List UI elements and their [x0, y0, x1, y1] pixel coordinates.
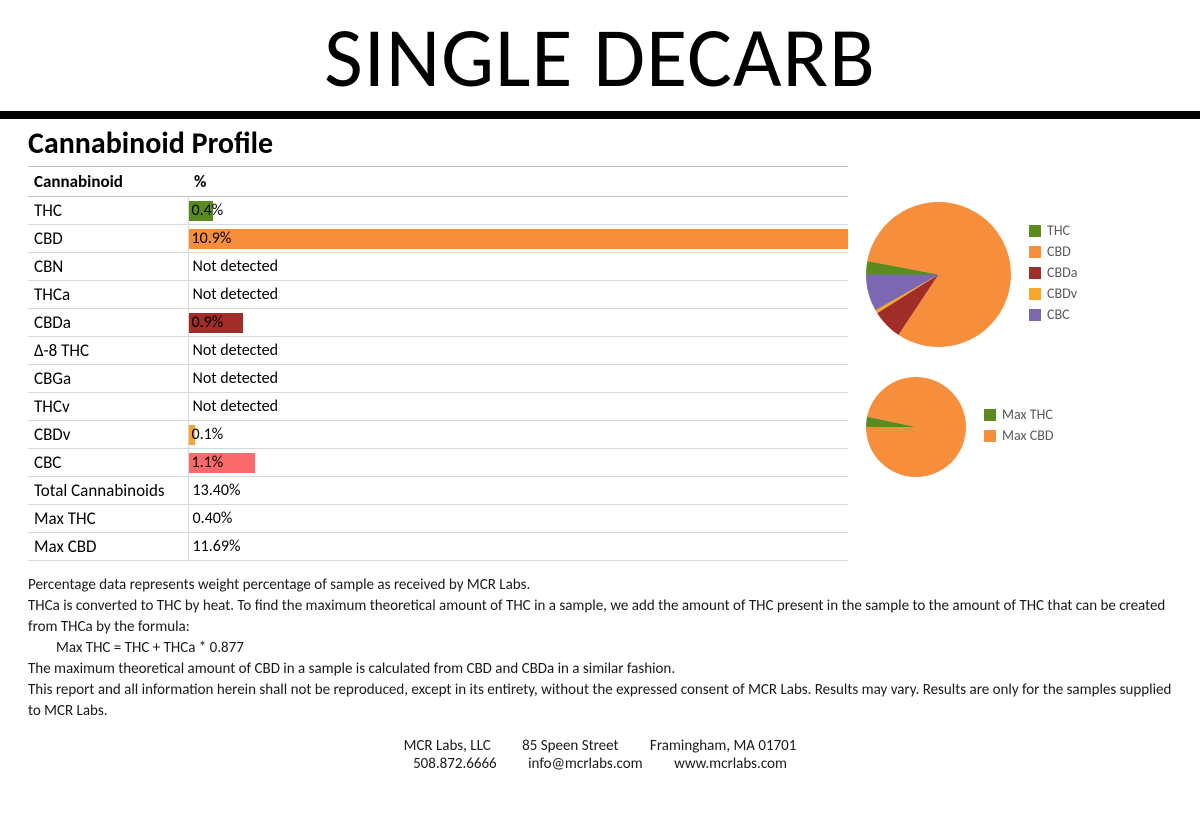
footer-email: info@mcrlabs.com — [528, 755, 643, 773]
legend-item: CBDv — [1029, 285, 1077, 302]
table-row: THCaNot detected — [28, 281, 848, 309]
footer-phone: 508.872.6666 — [413, 755, 497, 773]
note-line: Percentage data represents weight percen… — [28, 575, 1172, 595]
table-row: CBDv0.1% — [28, 421, 848, 449]
row-name: CBGa — [28, 365, 188, 393]
table-row: CBD10.9% — [28, 225, 848, 253]
legend-swatch-icon — [984, 430, 996, 442]
cannabinoid-table: Cannabinoid % THC0.4%CBD10.9%CBNNot dete… — [28, 166, 848, 561]
row-value: 0.4% — [188, 197, 848, 225]
col-percent: % — [188, 167, 848, 197]
legend-label: CBDa — [1047, 264, 1077, 281]
note-formula: Max THC = THC + THCa * 0.877 — [28, 638, 1172, 658]
legend-label: CBD — [1047, 243, 1071, 260]
footer-city: Framingham, MA 01701 — [650, 737, 796, 755]
legend-item: Max THC — [984, 406, 1053, 423]
legend-swatch-icon — [1029, 225, 1041, 237]
max-pie-block: Max THC Max CBD — [866, 377, 1172, 477]
legend-label: Max THC — [1002, 406, 1053, 423]
profile-pie-block: THC CBD CBDa CBDv CBC — [866, 202, 1172, 347]
note-line: THCa is converted to THC by heat. To fin… — [28, 596, 1172, 637]
row-value: 0.9% — [188, 309, 848, 337]
legend-swatch-icon — [1029, 288, 1041, 300]
legend-swatch-icon — [1029, 309, 1041, 321]
profile-pie-icon — [866, 202, 1011, 347]
footer-web: www.mcrlabs.com — [674, 755, 787, 773]
summary-row: Max CBD11.69% — [28, 533, 848, 561]
note-line: This report and all information herein s… — [28, 680, 1172, 721]
row-name: CBN — [28, 253, 188, 281]
legend-label: Max CBD — [1002, 427, 1053, 444]
footer-street: 85 Speen Street — [522, 737, 618, 755]
row-name: CBD — [28, 225, 188, 253]
legend-swatch-icon — [984, 409, 996, 421]
legend-item: THC — [1029, 222, 1077, 239]
table-row: THC0.4% — [28, 197, 848, 225]
row-value: 13.40% — [188, 477, 848, 505]
row-name: CBDa — [28, 309, 188, 337]
legend-swatch-icon — [1029, 246, 1041, 258]
legend-label: CBDv — [1047, 285, 1077, 302]
row-name: THC — [28, 197, 188, 225]
table-row: Δ-8 THCNot detected — [28, 337, 848, 365]
table-row: CBDa0.9% — [28, 309, 848, 337]
legend-item: CBC — [1029, 306, 1077, 323]
legend-swatch-icon — [1029, 267, 1041, 279]
col-cannabinoid: Cannabinoid — [28, 167, 188, 197]
row-name: THCv — [28, 393, 188, 421]
row-name: CBC — [28, 449, 188, 477]
row-value: Not detected — [188, 253, 848, 281]
divider — [0, 111, 1200, 119]
page-title: SINGLE DECARB — [0, 0, 1200, 111]
table-row: CBGaNot detected — [28, 365, 848, 393]
row-value: Not detected — [188, 365, 848, 393]
row-name: Max THC — [28, 505, 188, 533]
table-row: CBNNot detected — [28, 253, 848, 281]
legend-label: THC — [1047, 222, 1070, 239]
footer: MCR Labs, LLC 85 Speen Street Framingham… — [28, 737, 1172, 773]
row-name: CBDv — [28, 421, 188, 449]
footer-company: MCR Labs, LLC — [404, 737, 491, 755]
summary-row: Max THC0.40% — [28, 505, 848, 533]
table-row: THCvNot detected — [28, 393, 848, 421]
row-value: 0.1% — [188, 421, 848, 449]
legend-label: CBC — [1047, 306, 1070, 323]
row-value: 1.1% — [188, 449, 848, 477]
row-name: Max CBD — [28, 533, 188, 561]
max-legend: Max THC Max CBD — [984, 406, 1053, 448]
profile-legend: THC CBD CBDa CBDv CBC — [1029, 222, 1077, 327]
summary-row: Total Cannabinoids13.40% — [28, 477, 848, 505]
max-pie-icon — [866, 377, 966, 477]
row-value: Not detected — [188, 337, 848, 365]
legend-item: CBD — [1029, 243, 1077, 260]
section-title: Cannabinoid Profile — [28, 125, 1172, 162]
row-value: Not detected — [188, 281, 848, 309]
row-value: 10.9% — [188, 225, 848, 253]
row-name: Δ-8 THC — [28, 337, 188, 365]
pie-slice — [866, 377, 966, 477]
row-value: Not detected — [188, 393, 848, 421]
legend-item: CBDa — [1029, 264, 1077, 281]
row-name: THCa — [28, 281, 188, 309]
table-row: CBC1.1% — [28, 449, 848, 477]
row-name: Total Cannabinoids — [28, 477, 188, 505]
legend-item: Max CBD — [984, 427, 1053, 444]
row-value: 0.40% — [188, 505, 848, 533]
row-value: 11.69% — [188, 533, 848, 561]
notes-block: Percentage data represents weight percen… — [28, 575, 1172, 721]
note-line: The maximum theoretical amount of CBD in… — [28, 659, 1172, 679]
